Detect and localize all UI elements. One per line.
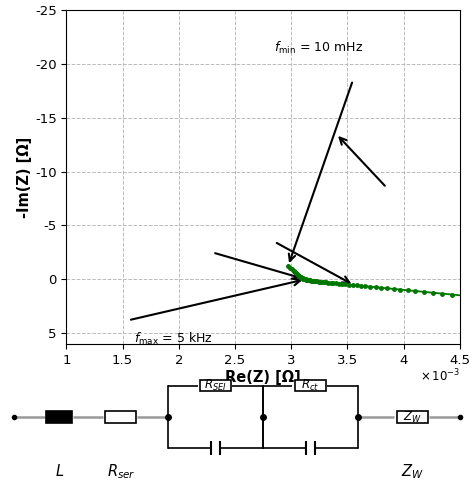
Bar bbox=[295, 380, 326, 392]
Bar bbox=[46, 411, 72, 423]
Y-axis label: -Im(Z) [Ω]: -Im(Z) [Ω] bbox=[17, 136, 32, 218]
Text: $R_{ser}$: $R_{ser}$ bbox=[107, 462, 135, 481]
X-axis label: Re(Z) [Ω]: Re(Z) [Ω] bbox=[225, 370, 301, 385]
Text: $f_{\rm max}$ = 5 kHz: $f_{\rm max}$ = 5 kHz bbox=[134, 331, 213, 346]
Bar bbox=[105, 411, 136, 423]
Text: $Z_W$: $Z_W$ bbox=[401, 462, 424, 481]
Bar bbox=[200, 380, 231, 392]
Bar bbox=[397, 411, 428, 423]
Text: $\times\,10^{-3}$: $\times\,10^{-3}$ bbox=[419, 367, 460, 384]
Text: $R_{SEI}$: $R_{SEI}$ bbox=[204, 378, 227, 394]
Text: $Z_W$: $Z_W$ bbox=[403, 409, 422, 425]
Text: $R_{ct}$: $R_{ct}$ bbox=[301, 378, 319, 394]
Text: $L$: $L$ bbox=[55, 462, 64, 479]
Text: $f_{\rm min}$ = 10 mHz: $f_{\rm min}$ = 10 mHz bbox=[274, 40, 364, 55]
